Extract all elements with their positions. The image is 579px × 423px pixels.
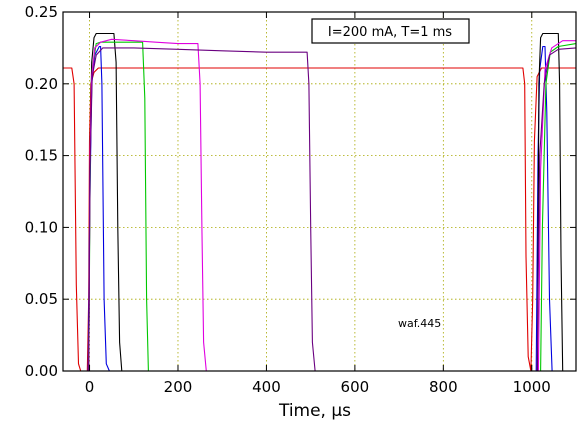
series-group [63, 32, 577, 372]
annotation-box: I=200 mA, T=1 ms [311, 18, 470, 44]
grid [63, 12, 576, 371]
annotation-label: waf.445 [398, 317, 441, 330]
y-tick-label: 0.00 [25, 362, 58, 380]
x-tick-label: 800 [429, 378, 458, 396]
series-line-1 [63, 67, 576, 372]
x-tick-label: 400 [252, 378, 281, 396]
series-line-3 [63, 32, 576, 372]
series-line-5 [63, 38, 576, 372]
series-line-6 [63, 47, 577, 372]
annotation-box-label: I=200 mA, T=1 ms [328, 25, 452, 40]
y-tick-label: 0.05 [25, 290, 58, 308]
plot-frame [62, 11, 577, 372]
x-tick-label: 200 [164, 378, 193, 396]
y-tick-label: 0.20 [25, 75, 58, 93]
ticks: 0 200 400 600 800 1000 0.00 0.05 0.10 0.15 0.20 0.2… [25, 3, 576, 396]
y-tick-label: 0.10 [25, 218, 58, 236]
y-tick-label: 0.25 [25, 3, 58, 21]
annotation-box-frame [311, 18, 470, 44]
series-line-4 [63, 41, 577, 372]
x-tick-label: 1000 [513, 378, 551, 396]
x-axis-title: Time, µs [278, 401, 351, 421]
x-tick-label: 600 [341, 378, 370, 396]
series-line-2 [63, 45, 576, 372]
x-tick-label: 0 [85, 378, 95, 396]
y-tick-label: 0.15 [25, 147, 58, 165]
